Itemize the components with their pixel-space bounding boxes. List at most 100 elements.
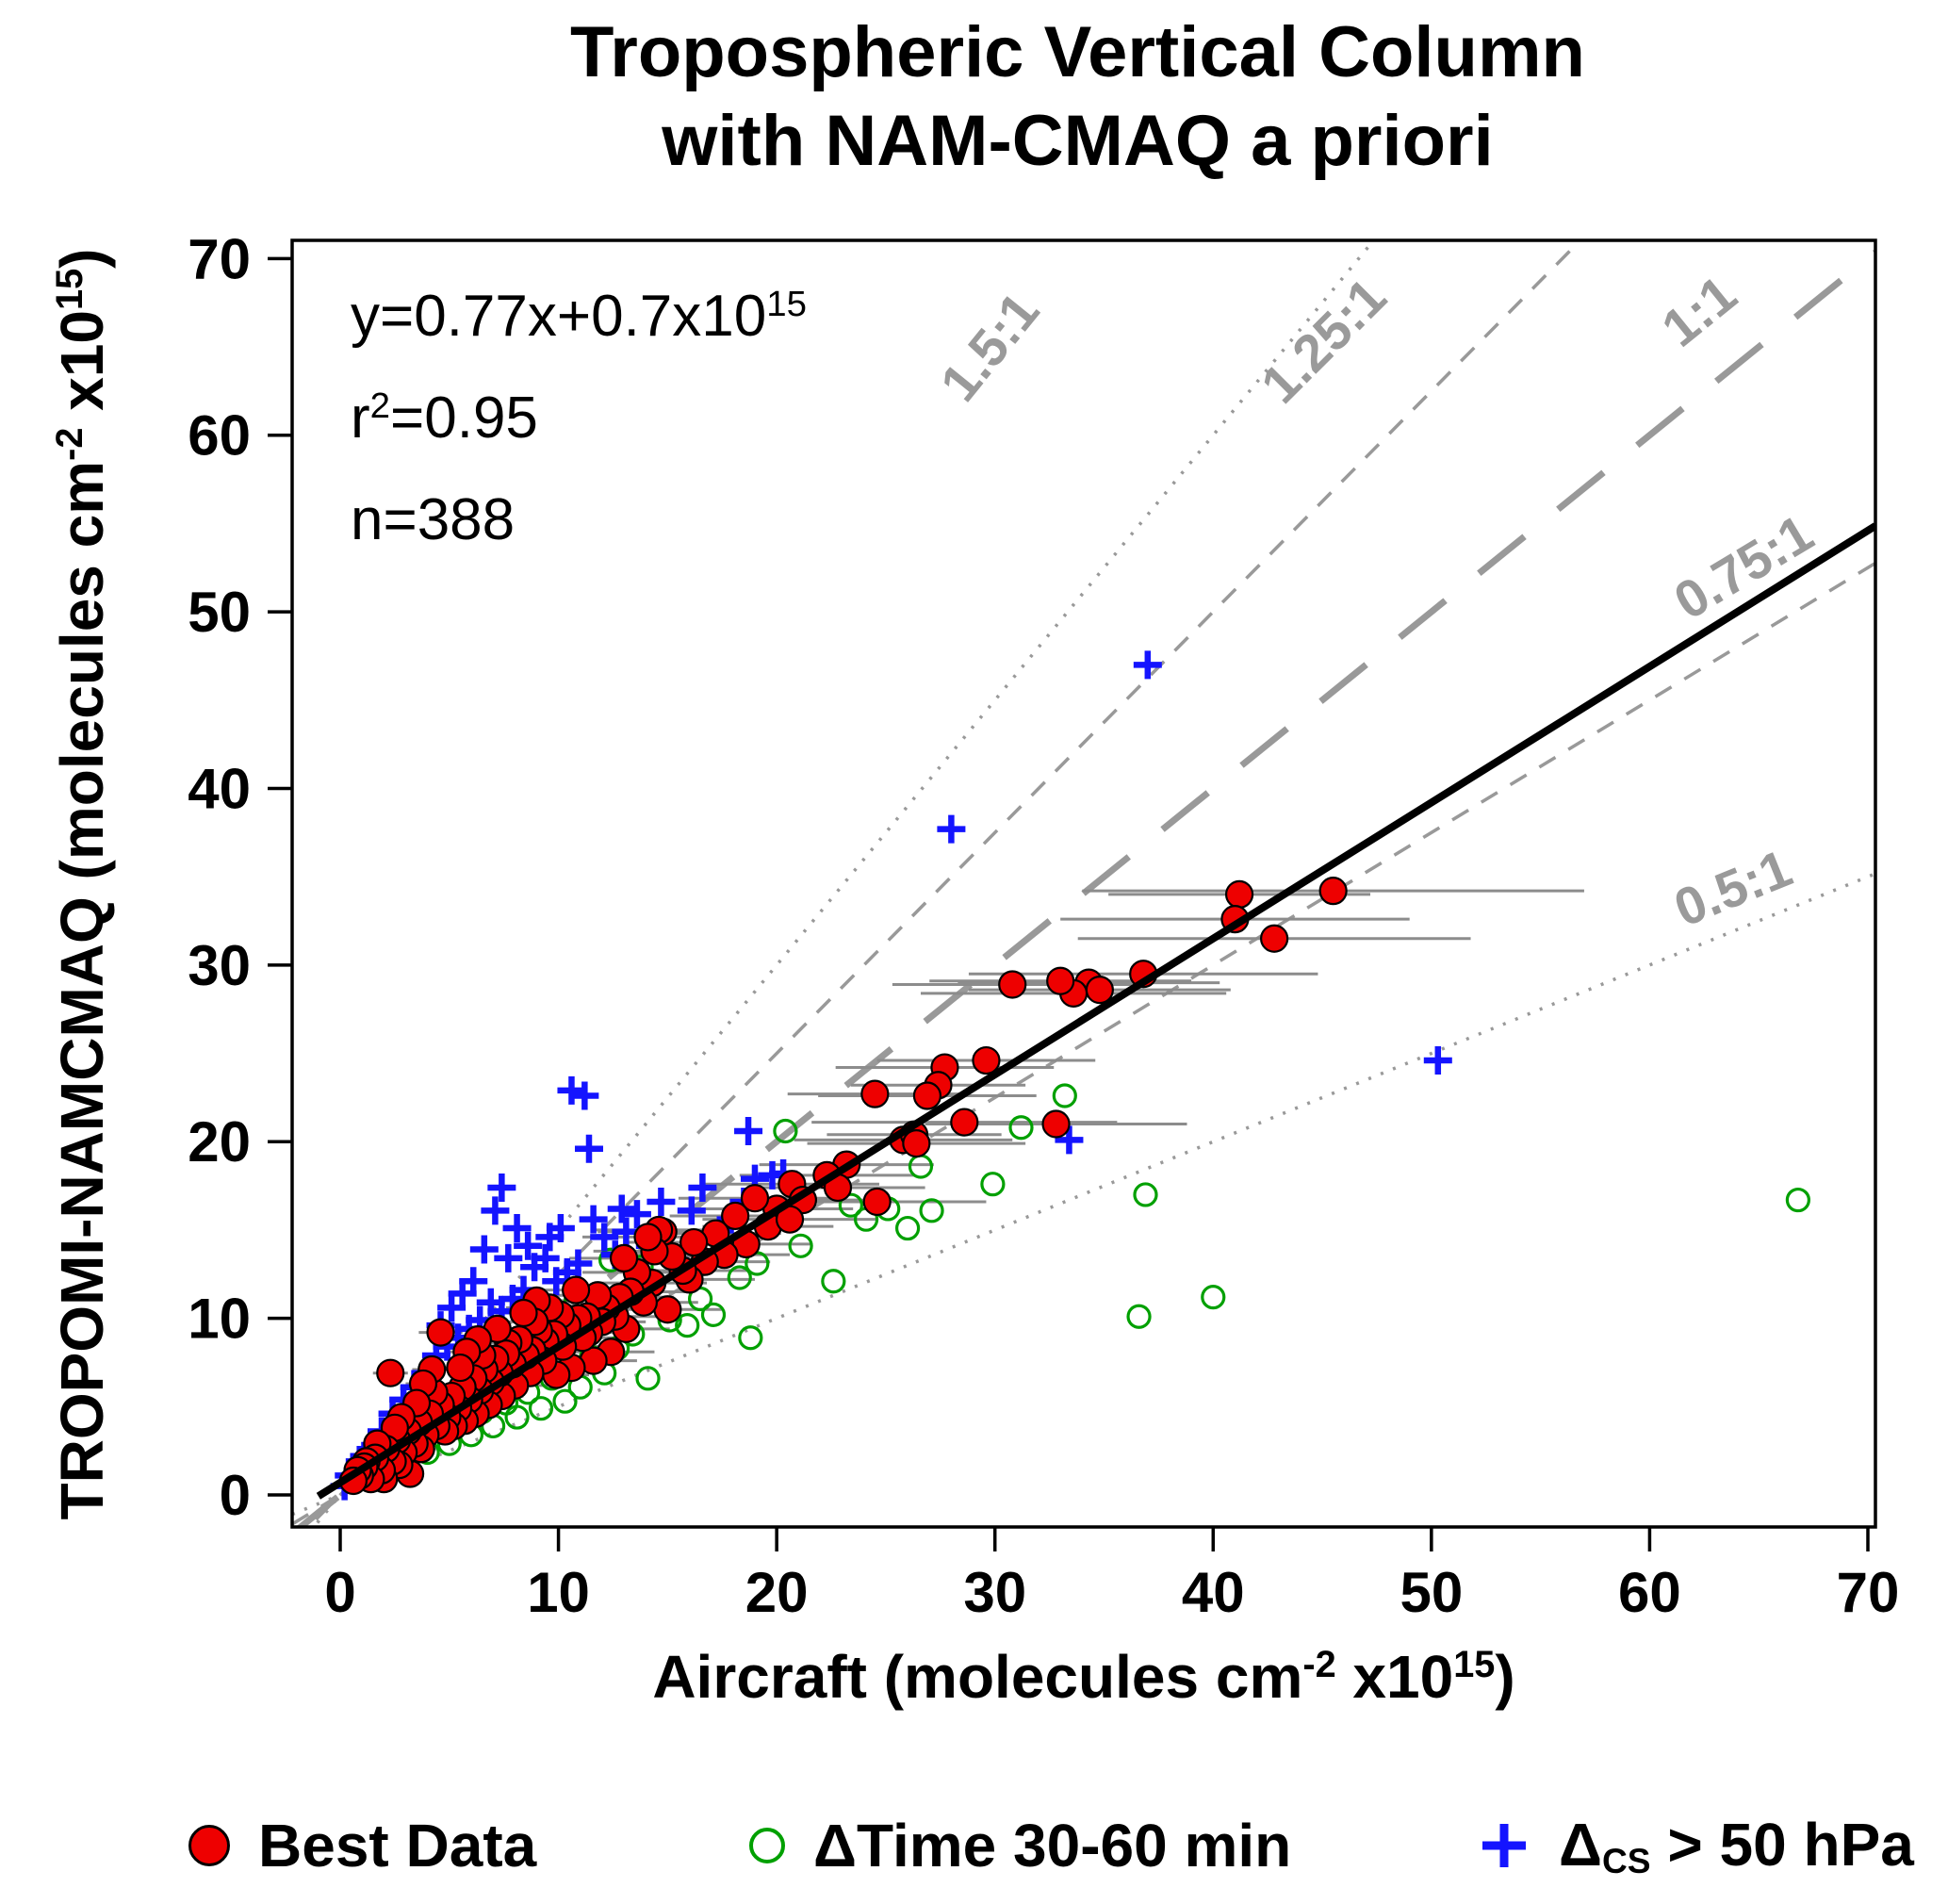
data-point-dcs: [622, 1200, 651, 1229]
data-point-best: [633, 1223, 663, 1252]
data-point-dtime: [1201, 1285, 1226, 1310]
data-point-dtime: [821, 1269, 846, 1294]
y-axis-label: TROPOMI-NAMCMAQ (molecules cm-2 x1015): [48, 248, 116, 1520]
data-point-dcs: [557, 1075, 586, 1105]
data-point-best: [653, 1295, 682, 1324]
data-point-best: [376, 1358, 405, 1387]
data-point-dtime: [738, 1325, 763, 1351]
data-point-dcs: [437, 1293, 467, 1322]
data-point-dcs: [734, 1117, 763, 1145]
data-point-dcs: [487, 1173, 516, 1202]
x-tick-label: 70: [1837, 1561, 1900, 1624]
green-open-circle-icon: [749, 1828, 785, 1863]
data-point-best: [426, 1318, 455, 1347]
x-tick-label: 10: [527, 1561, 590, 1624]
x-tick-label: 60: [1618, 1561, 1681, 1624]
data-point-best: [561, 1275, 591, 1305]
data-point-best: [1085, 975, 1114, 1005]
data-point-dtime: [1133, 1182, 1158, 1207]
data-point-dtime: [635, 1366, 661, 1391]
data-point-dcs: [937, 814, 966, 844]
chart-title-line2: with NAM-CMAQ a priori: [662, 101, 1494, 181]
data-point-best: [862, 1187, 892, 1217]
blue-plus-icon: [1482, 1824, 1526, 1867]
data-point-dtime: [727, 1265, 752, 1290]
plot-area: [292, 240, 1875, 1527]
y-tick-label: 0: [220, 1464, 251, 1527]
data-point-best: [972, 1045, 1001, 1075]
x-axis-label: Aircraft (molecules cm-2 x1015): [652, 1643, 1515, 1711]
x-tick-label: 20: [745, 1561, 809, 1624]
data-point-dtime: [504, 1404, 530, 1430]
sample-count: n=388: [351, 487, 516, 552]
data-point-best: [1260, 924, 1289, 953]
data-point-dcs: [607, 1194, 636, 1223]
fit-equation: y=0.77x+0.7x1015: [351, 283, 807, 349]
data-point-best: [679, 1227, 709, 1257]
data-point-dcs: [546, 1214, 575, 1243]
data-point-dcs: [590, 1223, 619, 1252]
data-point-dtime: [528, 1396, 554, 1421]
data-point-best: [1041, 1109, 1071, 1139]
data-point-best: [1046, 966, 1075, 995]
x-tick-label: 50: [1400, 1561, 1463, 1624]
data-point-dtime: [700, 1302, 727, 1327]
data-point-dcs: [481, 1196, 510, 1225]
legend-item-best-data: Best Data: [188, 1808, 536, 1883]
data-point-dcs: [494, 1243, 523, 1272]
legend-item-dcs: ΔCS > 50 hPa: [1478, 1808, 1914, 1883]
data-point-dcs: [579, 1205, 608, 1234]
data-point-dcs: [469, 1235, 499, 1264]
data-point-dcs: [570, 1081, 599, 1110]
data-point-best: [1318, 877, 1348, 906]
data-point-best: [1224, 879, 1254, 910]
y-tick-label: 50: [188, 581, 251, 644]
data-point-dcs: [574, 1134, 603, 1163]
data-point-dtime: [1008, 1115, 1034, 1141]
data-point-dcs: [688, 1173, 717, 1202]
ref-line-label-1:1: 1:1: [1650, 264, 1747, 358]
x-tick-label: 30: [963, 1561, 1026, 1624]
data-point-dcs: [647, 1187, 676, 1216]
data-point-best: [509, 1298, 538, 1328]
legend-label-dcs: ΔCS > 50 hPa: [1559, 1810, 1914, 1881]
data-point-dcs: [1423, 1046, 1452, 1075]
data-point-best: [721, 1201, 750, 1231]
plot-border: [290, 238, 1877, 1529]
data-point-dtime: [838, 1192, 863, 1218]
data-point-dtime: [894, 1215, 921, 1241]
y-tick-label: 20: [188, 1110, 251, 1174]
data-point-dtime: [980, 1172, 1006, 1197]
data-point-best: [998, 970, 1027, 999]
red-filled-circle-icon: [188, 1825, 230, 1866]
data-point-dtime: [1785, 1187, 1810, 1213]
r-squared-value: r2=0.95: [351, 385, 538, 451]
data-point-dtime: [788, 1233, 813, 1258]
data-point-dtime: [773, 1118, 798, 1144]
data-point-dcs: [520, 1253, 549, 1282]
data-point-dcs: [476, 1288, 505, 1317]
fit-stats-annotation: y=0.77x+0.7x1015 r2=0.95 n=388: [351, 283, 807, 588]
x-tick-label: 40: [1182, 1561, 1245, 1624]
data-point-dcs: [1055, 1125, 1084, 1155]
y-tick-label: 30: [188, 934, 251, 997]
fit-line: [316, 522, 1875, 1500]
data-point-dcs: [1133, 650, 1162, 680]
data-point-dtime: [675, 1313, 700, 1338]
legend-label-best-data: Best Data: [258, 1812, 537, 1879]
data-point-best: [912, 1081, 942, 1110]
y-tick-label: 10: [188, 1288, 251, 1351]
scatter-plot: 1.5:1 1.25:1 1:10.75:10.5:10 10 20 30 40 50 60 70…: [188, 227, 1900, 1624]
y-tick-label: 40: [188, 757, 251, 820]
data-point-best: [902, 1129, 931, 1158]
ref-line-label-1.5:1: 1.5:1: [928, 281, 1050, 412]
data-point-dtime: [919, 1198, 944, 1223]
ref-line-label-1.25:1: 1.25:1: [1250, 267, 1398, 415]
data-point-dtime: [1052, 1083, 1077, 1108]
y-tick-label: 60: [188, 404, 251, 468]
data-point-best: [609, 1243, 639, 1273]
data-point-best: [446, 1353, 475, 1383]
data-point-best: [950, 1108, 979, 1137]
legend-item-dtime: ΔTime 30-60 min: [749, 1808, 1291, 1883]
data-point-dtime: [1126, 1304, 1152, 1329]
